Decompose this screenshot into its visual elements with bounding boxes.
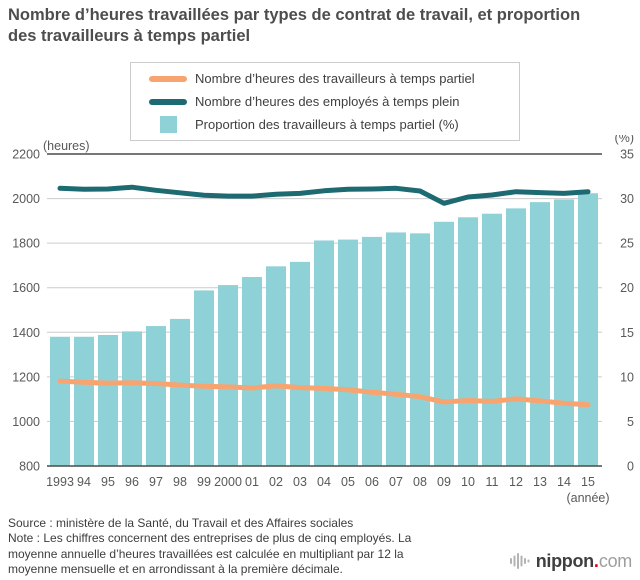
proportion-bar-08: [410, 233, 430, 466]
proportion-bar-04: [314, 240, 334, 466]
proportion-bar-14: [554, 199, 574, 466]
legend: Nombre d’heures des travailleurs à temps…: [130, 62, 520, 141]
x-label-94: 94: [77, 475, 91, 489]
proportion-bar-11: [482, 213, 502, 466]
proportion-bar-swatch: [159, 116, 177, 133]
logo-dot: .: [593, 550, 599, 571]
footnotes: Source : ministère de la Santé, du Trava…: [8, 516, 411, 578]
left-tick-label-2200: 2200: [12, 148, 40, 162]
x-label-13: 13: [533, 475, 547, 489]
proportion-bar-06: [362, 236, 382, 466]
note-line-1: Note : Les chiffres concernent des entre…: [8, 531, 412, 546]
nippon-logo-icon: [509, 553, 530, 569]
right-tick-label-30: 30: [620, 192, 634, 206]
right-tick-label-35: 35: [620, 148, 634, 162]
legend-label-part-time-hours: Nombre d’heures des travailleurs à temps…: [195, 71, 475, 86]
legend-item-part-time-hours: Nombre d’heures des travailleurs à temps…: [131, 69, 519, 89]
note-line-2: moyenne annuelle d’heures travaillées es…: [8, 546, 404, 561]
right-tick-label-25: 25: [620, 237, 634, 251]
proportion-bar-13: [530, 202, 550, 466]
source-note: Source : ministère de la Santé, du Trava…: [8, 516, 354, 530]
right-axis-unit-label: (%): [615, 135, 634, 145]
right-tick-label-5: 5: [627, 415, 634, 429]
x-label-99: 99: [197, 475, 211, 489]
proportion-bar-02: [266, 266, 286, 466]
x-label-97: 97: [149, 475, 163, 489]
left-axis-unit-label: (heures): [43, 139, 90, 153]
left-tick-label-2000: 2000: [12, 192, 40, 206]
nippon-logo: nippon. com: [509, 550, 632, 572]
part-time-line-swatch: [149, 75, 187, 82]
proportion-bar-94: [74, 336, 94, 466]
left-tick-label-1000: 1000: [12, 415, 40, 429]
legend-label-part-time-proportion: Proportion des travailleurs à temps part…: [195, 117, 459, 132]
proportion-bar-95: [98, 334, 118, 466]
x-label-15: 15: [581, 475, 595, 489]
full-time-hours-line: [57, 184, 591, 206]
left-tick-label-1200: 1200: [12, 370, 40, 384]
x-label-06: 06: [365, 475, 379, 489]
proportion-bar-05: [338, 239, 358, 466]
proportion-bar-2000: [218, 285, 238, 466]
legend-swatch-col: [149, 98, 187, 105]
part-time-hours-line: [57, 378, 591, 408]
x-label-14: 14: [557, 475, 571, 489]
x-label-08: 08: [413, 475, 427, 489]
chart-title-line2: des travailleurs à temps partiel: [8, 27, 251, 45]
legend-item-part-time-proportion: Proportion des travailleurs à temps part…: [131, 115, 519, 135]
x-label-04: 04: [317, 475, 331, 489]
legend-swatch-col: [149, 75, 187, 82]
chart-title-line1: Nombre d’heures travaillées par types de…: [8, 6, 581, 24]
proportion-bar-97: [146, 326, 166, 466]
legend-swatch-col: [149, 116, 187, 133]
proportion-bar-15: [578, 193, 598, 467]
proportion-bar-10: [458, 217, 478, 466]
left-tick-label-800: 800: [19, 460, 40, 474]
proportion-bar-09: [434, 221, 454, 466]
proportion-bar-98: [170, 318, 190, 466]
note-line-3: moyenne mensuelle et en arrondissant à l…: [8, 562, 343, 577]
logo-text-com: com: [598, 550, 632, 571]
proportion-bar-03: [290, 261, 310, 466]
legend-label-full-time-hours: Nombre d’heures des employés à temps ple…: [195, 94, 460, 109]
x-label-02: 02: [269, 475, 283, 489]
x-label-09: 09: [437, 475, 451, 489]
proportion-bar-12: [506, 208, 526, 466]
x-label-1993: 1993: [46, 475, 74, 489]
x-label-03: 03: [293, 475, 307, 489]
proportion-bar-1993: [50, 336, 70, 466]
logo-text-nippon: nippon: [535, 550, 594, 571]
x-label-98: 98: [173, 475, 187, 489]
proportion-bar-01: [242, 277, 262, 466]
x-label-07: 07: [389, 475, 403, 489]
x-label-05: 05: [341, 475, 355, 489]
right-tick-label-10: 10: [620, 370, 634, 384]
x-label-10: 10: [461, 475, 475, 489]
x-label-11: 11: [486, 475, 499, 489]
x-label-95: 95: [101, 475, 115, 489]
legend-item-full-time-hours: Nombre d’heures des employés à temps ple…: [131, 92, 519, 112]
proportion-bar-99: [194, 290, 214, 466]
right-tick-label-0: 0: [627, 460, 634, 474]
full-time-line-swatch: [149, 98, 187, 105]
proportion-bar-96: [122, 331, 142, 466]
left-tick-label-1400: 1400: [12, 326, 40, 340]
combo-chart: 2200 2000 1800 1600 1400 1200 1000 800 35 30 25 20 1…: [12, 135, 634, 505]
right-tick-label-15: 15: [620, 326, 634, 340]
x-label-01: 01: [245, 475, 259, 489]
chart-title: Nombre d’heures travaillées par types de…: [8, 5, 636, 47]
left-tick-label-1800: 1800: [12, 237, 40, 251]
x-label-12: 12: [509, 475, 523, 489]
proportion-bar-07: [386, 232, 406, 466]
x-label-96: 96: [125, 475, 139, 489]
left-tick-label-1600: 1600: [12, 281, 40, 295]
x-axis-unit-label: (année): [566, 491, 609, 505]
right-tick-label-20: 20: [620, 281, 634, 295]
x-label-2000: 2000: [214, 475, 242, 489]
